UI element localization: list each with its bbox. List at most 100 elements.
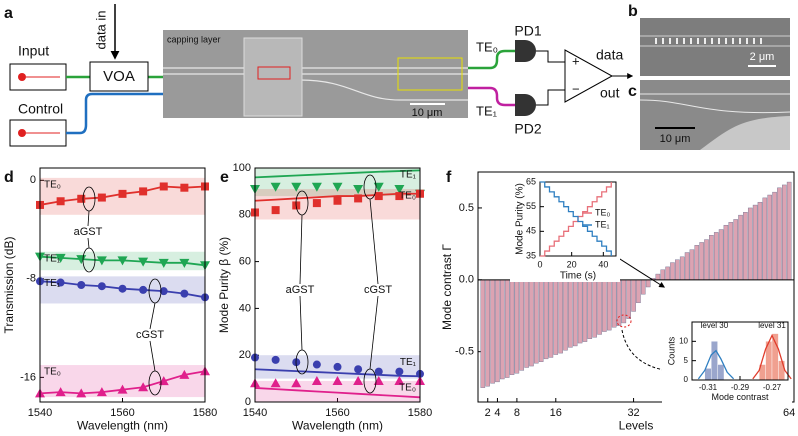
panel-c: c 10 μm [628, 80, 791, 150]
plot-frame [254, 167, 421, 403]
chart: 1540 1560 1580 -16 -8 0 Wavelength (nm) Transmi… [2, 167, 217, 432]
series-label: TE₁ [400, 170, 417, 181]
marker [56, 197, 65, 206]
bar [660, 269, 666, 281]
bar [733, 219, 738, 281]
bar [538, 279, 544, 362]
scale-label: 10 μm [412, 107, 443, 119]
marker [333, 362, 342, 371]
control-label: Control [18, 101, 63, 117]
bar [757, 201, 763, 281]
pointer [611, 253, 666, 288]
bar [675, 259, 680, 281]
panel-label: c [628, 83, 637, 100]
y-tick-label: 0 [684, 375, 689, 384]
marker [374, 367, 383, 376]
photodiode [515, 94, 536, 116]
amplifier [564, 49, 614, 103]
bar [704, 239, 709, 281]
x-tick-label: 2 [485, 407, 491, 419]
bar [500, 279, 505, 380]
series-label: TE₁ [400, 357, 417, 368]
marker [76, 388, 87, 398]
panel-label: f [446, 169, 452, 186]
bar [631, 279, 636, 312]
fit-line [254, 192, 420, 202]
marker [118, 284, 127, 293]
marker [55, 387, 66, 397]
y-tick-label: 20 [239, 349, 251, 361]
fit-line [254, 387, 421, 399]
bar [602, 279, 607, 332]
bar [548, 279, 554, 358]
fit-line [254, 169, 421, 179]
histogram-bar [704, 368, 712, 381]
marker [138, 382, 149, 392]
series-label: TE₁ [44, 278, 61, 289]
x-tick-label: 1580 [408, 407, 432, 419]
series-label: level 30 [701, 321, 729, 330]
annotation-line [87, 210, 90, 227]
marker [270, 378, 281, 388]
series-label: TE₁ [44, 253, 61, 264]
fiber-green [468, 49, 515, 70]
annotation-line [369, 198, 379, 285]
bar [592, 279, 597, 338]
panel-label: a [4, 5, 13, 22]
x-tick-label: 1540 [243, 407, 267, 419]
capping-label: capping layer [167, 34, 221, 44]
marker [291, 378, 302, 388]
bar [738, 214, 743, 281]
plot-frame [39, 167, 206, 403]
y-tick-label: 10 [679, 336, 688, 345]
bar [616, 279, 622, 327]
marker [179, 369, 190, 379]
y-tick-label: 0 [30, 174, 36, 186]
minus-label: − [572, 81, 580, 96]
y-axis-label: Counts [666, 336, 676, 365]
marker [77, 281, 86, 289]
y-tick-label: 0 [245, 396, 251, 408]
bar [519, 279, 525, 371]
x-tick-label: 16 [550, 407, 562, 419]
y-tick-label: 60 [239, 256, 251, 268]
bar [480, 279, 486, 388]
y-tick-label: 0.5 [459, 202, 474, 214]
bar [553, 279, 559, 355]
substrate [700, 116, 790, 150]
bar [728, 222, 734, 281]
bar [684, 252, 690, 281]
bar [568, 279, 573, 348]
annotation-line [149, 340, 156, 372]
marker [158, 258, 169, 268]
marker [311, 182, 322, 192]
input-label: Input [18, 43, 49, 59]
marker [138, 257, 149, 267]
series-line [540, 181, 612, 256]
series-label: TE₀ [399, 383, 416, 394]
bar [762, 197, 768, 281]
y-tick-label: 80 [239, 209, 251, 221]
y-tick-label: 45 [526, 226, 536, 236]
bar [606, 279, 612, 331]
chart: -0.31 -0.29 -0.27 0 5 10 Mode contrast Counts le… [662, 318, 792, 406]
wire [536, 50, 565, 106]
bar [767, 194, 772, 281]
y-tick-label: -8 [26, 273, 36, 285]
y-axis-label: Mode contrast Γ [440, 244, 454, 330]
bar [514, 279, 520, 374]
bar [534, 279, 539, 364]
marker [271, 206, 280, 215]
marker [353, 375, 364, 385]
data-in-label: data in [93, 10, 108, 49]
bar [543, 279, 549, 360]
fiber-blue [66, 92, 163, 135]
marker [353, 185, 364, 195]
bar [582, 279, 588, 342]
bar [626, 279, 631, 319]
annotation-line [369, 295, 379, 370]
bar [655, 273, 661, 281]
marker [395, 192, 404, 201]
capping-layer [243, 37, 303, 117]
bar [641, 279, 646, 295]
